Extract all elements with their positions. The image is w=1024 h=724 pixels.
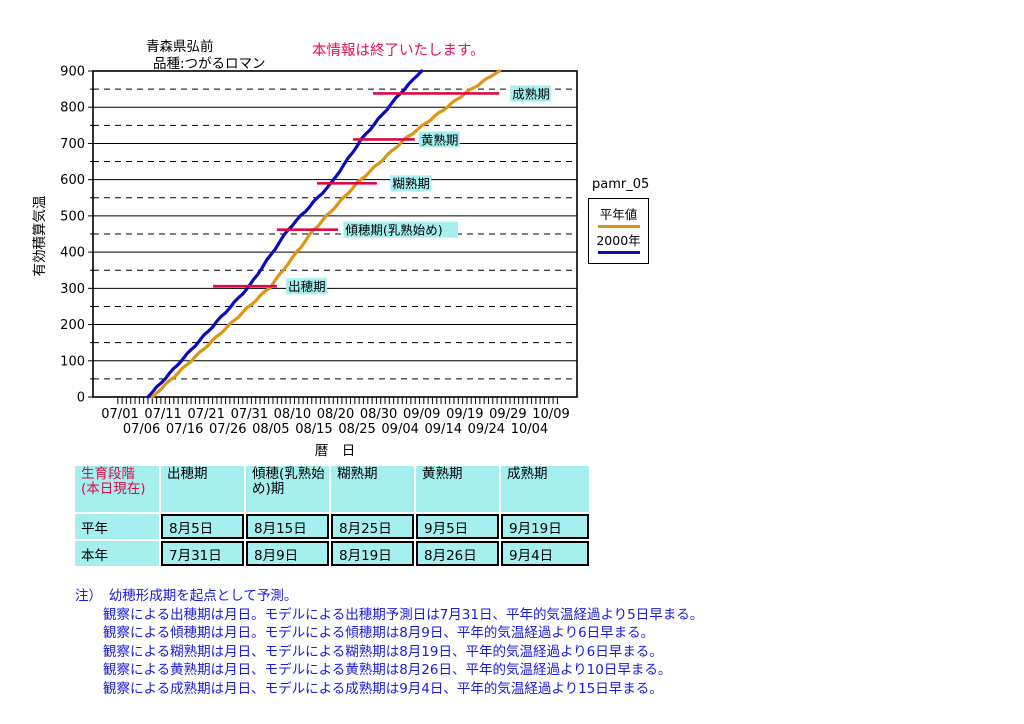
footnotes: 注） 幼穂形成期を起点として予測。 観察による出穂期は月日。モデルによる出穂期予… (75, 587, 703, 699)
series-line-2000 (146, 69, 424, 399)
year-2000-line-swatch (597, 251, 640, 255)
y-tick-label: 0 (77, 391, 85, 406)
y-tick-label: 100 (60, 354, 85, 369)
x-tick-label: 10/04 (511, 422, 548, 437)
header-cell: 傾穂(乳熟始め)期 (246, 466, 329, 512)
x-tick-label: 09/24 (468, 422, 505, 437)
y-tick-label: 800 (60, 101, 85, 116)
stage-label: 糊熟期 (392, 176, 430, 191)
legend-label: 2000年 (596, 233, 641, 249)
header-cell: 糊熟期 (331, 466, 414, 512)
normal-year-line-swatch (597, 224, 640, 228)
header-stage-cell: 生育段階 (本日現在) (75, 466, 159, 512)
stage-label: 成熟期 (512, 86, 550, 101)
y-tick-label: 500 (60, 209, 85, 224)
y-axis-title: 有効積算気温 (32, 195, 48, 277)
date-cell: 9月5日 (416, 514, 499, 539)
table-row-normal-year: 平年 8月5日 8月15日 8月25日 9月5日 9月19日 (75, 514, 589, 539)
x-tick-label: 08/05 (252, 422, 289, 437)
stage-label: 傾穂期(乳熟始め) (345, 222, 442, 237)
x-tick-label: 07/21 (187, 407, 224, 422)
note-line: 観察による糊熟期は月日、モデルによる糊熟期は8月19日、平年的気温経過より6日早… (103, 643, 663, 660)
header-text: 生育段階 (81, 466, 135, 482)
note-heading: 注） 幼穂形成期を起点として予測。 (75, 588, 298, 604)
x-tick-label: 08/10 (274, 407, 311, 422)
x-tick-label: 07/31 (231, 407, 268, 422)
stage-label-bg (286, 278, 327, 295)
y-tick-label: 900 (60, 65, 85, 80)
location-text: 青森県弘前 (146, 39, 214, 55)
stage-label: 黄熟期 (421, 132, 459, 147)
y-tick-label: 700 (60, 137, 85, 152)
variety-text: 品種:つがるロマン (153, 56, 266, 72)
date-cell: 9月19日 (501, 514, 589, 539)
x-tick-label: 09/04 (381, 422, 418, 437)
header-cell: 成熟期 (501, 466, 589, 512)
row-label-cell: 本年 (75, 541, 159, 566)
date-cell: 7月31日 (161, 541, 244, 566)
stage-label-bg (510, 85, 552, 102)
series-line-normal-year (150, 69, 501, 399)
stage-label-bg (343, 221, 459, 238)
header-cell: 出穂期 (161, 466, 244, 512)
note-line: 観察による黄熟期は月日、モデルによる黄熟期は8月26日、平年的気温経過より10日… (103, 662, 672, 679)
x-tick-label: 09/09 (403, 407, 440, 422)
note-line: 観察による出穂期は月日。モデルによる出穂期予測日は7月31日、平年的気温経過より… (103, 606, 704, 623)
y-tick-label: 300 (60, 282, 85, 297)
date-cell: 8月5日 (161, 514, 244, 539)
legend-title: pamr_05 (592, 177, 650, 192)
x-tick-label: 07/26 (209, 422, 246, 437)
legend-item-2000: 2000年 (596, 233, 641, 255)
note-line: 観察による成熟期は月日、モデルによる成熟期は9月4日、平年的気温経過より15日早… (103, 680, 663, 697)
stage-label-bg (418, 131, 460, 148)
notice-text: 本情報は終了いたします。 (312, 43, 485, 59)
x-tick-label: 07/11 (144, 407, 181, 422)
x-tick-label: 09/14 (425, 422, 462, 437)
table-header-row: 生育段階 (本日現在) 出穂期 傾穂(乳熟始め)期 糊熟期 黄熟期 成熟期 (75, 466, 589, 512)
date-cell: 8月15日 (246, 514, 329, 539)
date-cell: 8月26日 (416, 541, 499, 566)
legend-label: 平年値 (599, 206, 638, 222)
x-tick-label: 08/15 (295, 422, 332, 437)
y-tick-label: 400 (60, 246, 85, 261)
stage-label-bg (390, 175, 432, 192)
x-tick-label: 10/09 (532, 407, 569, 422)
x-axis-title: 暦 日 (314, 443, 356, 459)
x-tick-label: 08/20 (317, 407, 354, 422)
x-tick-label: 07/16 (166, 422, 203, 437)
x-tick-label: 09/19 (446, 407, 483, 422)
legend-item-normal-year: 平年値 (597, 206, 640, 228)
note-line: 観察による傾穂期は月日。モデルによる傾穂期は8月9日、平年的気温経過より6日早ま… (103, 625, 655, 642)
date-cell: 8月19日 (331, 541, 414, 566)
x-tick-label: 07/06 (123, 422, 160, 437)
y-tick-label: 200 (60, 318, 85, 333)
x-tick-label: 08/25 (338, 422, 375, 437)
row-label-cell: 平年 (75, 514, 159, 539)
date-cell: 8月9日 (246, 541, 329, 566)
header-text: (本日現在) (81, 481, 146, 497)
table-row-this-year: 本年 7月31日 8月9日 8月19日 8月26日 9月4日 (75, 541, 589, 566)
date-cell: 8月25日 (331, 514, 414, 539)
header-cell: 黄熟期 (416, 466, 499, 512)
y-tick-label: 600 (60, 173, 85, 188)
date-cell: 9月4日 (501, 541, 589, 566)
x-tick-label: 07/01 (101, 407, 138, 422)
growth-stage-table: 生育段階 (本日現在) 出穂期 傾穂(乳熟始め)期 糊熟期 黄熟期 成熟期 平年… (73, 464, 591, 568)
x-tick-label: 08/30 (360, 407, 397, 422)
legend: 平年値 2000年 (588, 198, 649, 264)
x-tick-label: 09/29 (489, 407, 526, 422)
stage-label: 出穂期 (288, 279, 326, 294)
